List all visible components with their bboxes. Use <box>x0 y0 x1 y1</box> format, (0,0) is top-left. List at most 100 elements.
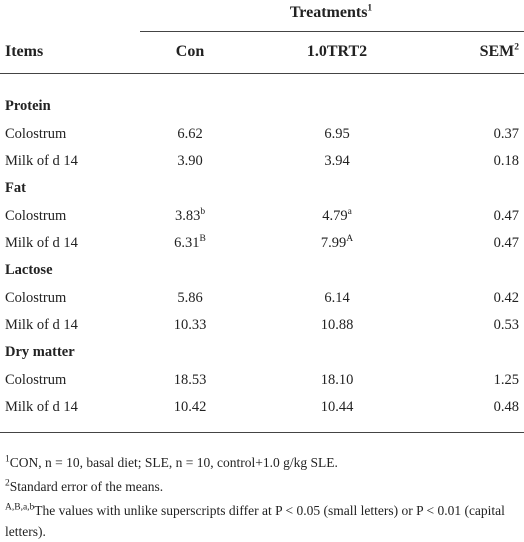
value-cell: 1.25 <box>494 371 519 389</box>
value: 10.33 <box>173 317 207 333</box>
label: Milk of d 14 <box>5 399 78 415</box>
value: 3.90 <box>177 153 203 169</box>
footnote-marker: 1 <box>5 454 10 465</box>
value-cell: 3.83b <box>175 207 205 225</box>
superscript: 2 <box>514 42 519 53</box>
label: Milk of d 14 <box>5 317 78 333</box>
value: 10.88 <box>320 317 354 333</box>
footnote: A,B,a,bThe values with unlike superscrip… <box>5 500 517 542</box>
row-label: Colostrum <box>5 207 66 225</box>
label: Colostrum <box>5 372 67 388</box>
footnote: 2Standard error of the means. <box>5 476 517 497</box>
group-header: Treatments1 <box>290 4 372 22</box>
row-label: Milk of d 14 <box>5 316 78 334</box>
value: 10.42 <box>173 399 207 415</box>
label: Colostrum <box>5 126 67 142</box>
value-cell: 5.86 <box>177 289 202 307</box>
value-cell: 18.10 <box>321 371 354 389</box>
label: Colostrum <box>5 208 67 224</box>
row-label: Colostrum <box>5 289 66 307</box>
superscript: 1 <box>367 3 373 14</box>
value-cell: 10.88 <box>321 316 354 334</box>
group-title: Treatments <box>289 4 368 21</box>
value-cell: 0.48 <box>494 398 519 416</box>
value: 0.47 <box>493 208 519 224</box>
row-label: Milk of d 14 <box>5 398 78 416</box>
value-cell: 0.18 <box>494 152 519 170</box>
value-cell: 0.53 <box>494 316 519 334</box>
section-name: Lactose <box>5 262 53 278</box>
value-cell: 3.90 <box>177 152 202 170</box>
column-header: 1.0TRT2 <box>307 43 367 61</box>
superscript: A <box>346 234 354 245</box>
column-title: 1.0TRT2 <box>306 43 368 60</box>
section-title: Dry matter <box>5 343 75 361</box>
value-cell: 7.99A <box>321 234 353 252</box>
value-cell: 0.47 <box>494 207 519 225</box>
value: 0.47 <box>493 235 519 251</box>
value: 7.99 <box>320 235 347 251</box>
footnote-text: CON, n = 10, basal diet; SLE, n = 10, co… <box>9 455 338 470</box>
section-name: Fat <box>5 180 26 196</box>
section-name: Protein <box>5 98 51 114</box>
value-cell: 6.14 <box>324 289 349 307</box>
value-cell: 0.42 <box>494 289 519 307</box>
value: 6.62 <box>177 126 203 142</box>
row-label: Colostrum <box>5 125 66 143</box>
value: 6.31 <box>174 235 200 251</box>
value: 1.25 <box>493 372 519 388</box>
label: Milk of d 14 <box>5 153 78 169</box>
value: 6.95 <box>324 126 350 142</box>
column-title: Items <box>5 43 44 60</box>
value: 0.18 <box>493 153 519 169</box>
superscript: B <box>199 234 206 245</box>
column-header: Con <box>176 43 204 61</box>
value-cell: 6.31B <box>174 234 206 252</box>
section-title: Protein <box>5 97 51 115</box>
value-cell: 10.33 <box>174 316 207 334</box>
group-rule <box>140 31 524 32</box>
superscript: b <box>200 207 206 218</box>
label: Milk of d 14 <box>5 235 78 251</box>
value: 18.10 <box>320 372 354 388</box>
footnote-text: The values with unlike superscripts diff… <box>5 503 505 539</box>
row-label: Milk of d 14 <box>5 234 78 252</box>
value: 0.48 <box>493 399 519 415</box>
value-cell: 10.42 <box>174 398 207 416</box>
value-cell: 18.53 <box>174 371 207 389</box>
value: 18.53 <box>173 372 207 388</box>
section-name: Dry matter <box>5 344 75 360</box>
value: 0.37 <box>493 126 519 142</box>
superscript: a <box>347 207 352 218</box>
value: 3.94 <box>324 153 350 169</box>
value: 3.83 <box>174 208 201 224</box>
row-label: Milk of d 14 <box>5 152 78 170</box>
row-label: Colostrum <box>5 371 66 389</box>
value: 6.14 <box>324 290 350 306</box>
label: Colostrum <box>5 290 67 306</box>
value: 4.79 <box>322 208 348 224</box>
value-cell: 6.62 <box>177 125 202 143</box>
column-header: SEM2 <box>480 43 519 61</box>
value: 0.53 <box>493 317 519 333</box>
value-cell: 4.79a <box>322 207 352 225</box>
footnote: 1CON, n = 10, basal diet; SLE, n = 10, c… <box>5 452 517 473</box>
bottom-rule <box>0 432 524 433</box>
value-cell: 6.95 <box>324 125 349 143</box>
column-title: Con <box>175 43 205 60</box>
footnote-marker: A,B,a,b <box>5 502 35 513</box>
value-cell: 0.47 <box>494 234 519 252</box>
footnote-text: Standard error of the means. <box>9 479 164 494</box>
value-cell: 3.94 <box>324 152 349 170</box>
column-header: Items <box>5 43 43 61</box>
value: 5.86 <box>177 290 203 306</box>
section-title: Lactose <box>5 261 53 279</box>
value: 0.42 <box>493 290 519 306</box>
value-cell: 0.37 <box>494 125 519 143</box>
header-rule <box>0 73 524 74</box>
value-cell: 10.44 <box>321 398 354 416</box>
value: 10.44 <box>320 399 354 415</box>
section-title: Fat <box>5 179 26 197</box>
column-title: SEM <box>479 43 515 60</box>
